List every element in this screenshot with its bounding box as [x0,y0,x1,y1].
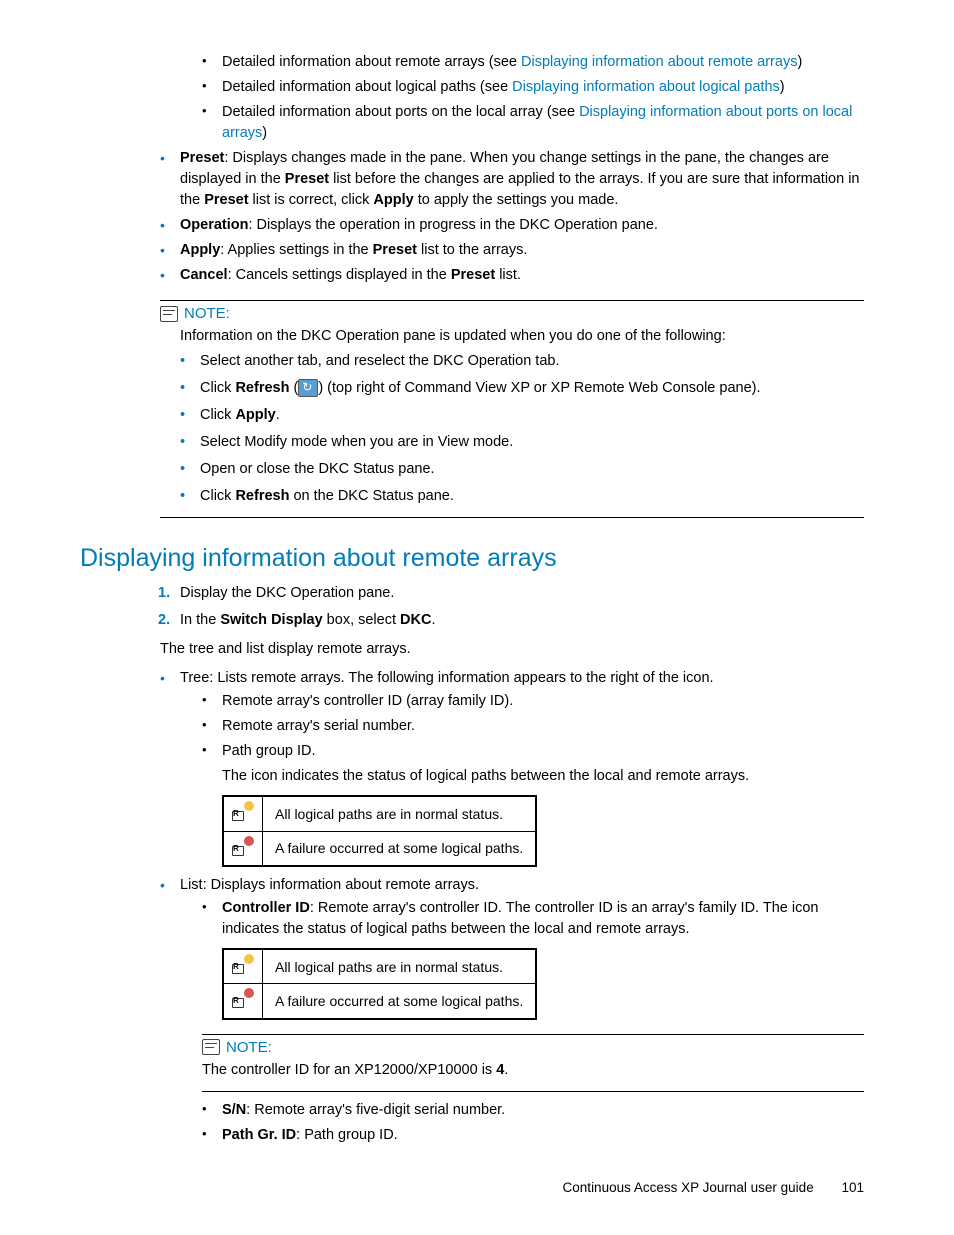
refresh-icon [298,379,318,397]
list-sublist: Controller ID: Remote array's controller… [180,898,864,940]
top-list: Preset: Displays changes made in the pan… [80,148,864,286]
note-label: NOTE: [226,1039,272,1056]
section-list: Tree: Lists remote arrays. The following… [80,668,864,1019]
icon-cell: R [223,984,263,1019]
status-table-1: R All logical paths are in normal status… [222,795,537,867]
note2-heading: NOTE: [202,1039,864,1056]
note-heading: NOTE: [160,305,864,322]
list-sub-cid: Controller ID: Remote array's controller… [202,898,864,940]
page: Detailed information about remote arrays… [0,0,954,1235]
note-item: Click Refresh on the DKC Status pane. [180,486,864,507]
link-logical-paths[interactable]: Displaying information about logical pat… [512,79,780,95]
icon-cell: R [223,796,263,831]
top-sublist: Detailed information about remote arrays… [80,52,864,144]
status-text: A failure occurred at some logical paths… [263,984,537,1019]
status-text: A failure occurred at some logical paths… [263,831,537,866]
note-icon [202,1039,220,1055]
item-preset: Preset: Displays changes made in the pan… [160,148,864,211]
sub-item: Detailed information about ports on the … [202,102,864,144]
status-text: All logical paths are in normal status. [263,949,537,984]
icon-cell: R [223,949,263,984]
icon-cell: R [223,831,263,866]
step: In the Switch Display box, select DKC. [180,610,864,631]
status-table-2: R All logical paths are in normal status… [222,948,537,1020]
note-item: Click Apply. [180,405,864,426]
tree-sublist: Remote array's controller ID (array fami… [180,691,864,762]
tail-list: S/N: Remote array's five-digit serial nu… [80,1100,864,1146]
note-icon [160,306,178,322]
tree-sub: Path group ID. [202,741,864,762]
note-label: NOTE: [184,305,230,322]
link-remote-arrays[interactable]: Displaying information about remote arra… [521,54,797,70]
note-intro: Information on the DKC Operation pane is… [180,326,864,347]
note2-body: The controller ID for an XP12000/XP10000… [202,1060,864,1081]
status-text: All logical paths are in normal status. [263,796,537,831]
item-list: List: Displays information about remote … [160,875,864,1020]
steps: Display the DKC Operation pane. In the S… [80,583,864,631]
tree-sub: Remote array's controller ID (array fami… [202,691,864,712]
status-normal-icon: R [232,801,254,821]
note-body: Information on the DKC Operation pane is… [180,326,864,507]
table-row: R A failure occurred at some logical pat… [223,984,536,1019]
note-item: Select another tab, and reselect the DKC… [180,351,864,372]
item-operation: Operation: Displays the operation in pro… [160,215,864,236]
note-item: Click Refresh () (top right of Command V… [180,378,864,399]
note-item: Select Modify mode when you are in View … [180,432,864,453]
section-title: Displaying information about remote arra… [80,544,864,573]
tail-sn: S/N: Remote array's five-digit serial nu… [202,1100,864,1121]
step: Display the DKC Operation pane. [180,583,864,604]
page-number: 101 [841,1180,864,1195]
tree-sub: Remote array's serial number. [202,716,864,737]
note2-rule-bottom [202,1091,864,1092]
item-tree: Tree: Lists remote arrays. The following… [160,668,864,867]
status-normal-icon: R [232,954,254,974]
status-fail-icon: R [232,836,254,856]
item-cancel: Cancel: Cancels settings displayed in th… [160,265,864,286]
table-row: R All logical paths are in normal status… [223,949,536,984]
note-item: Open or close the DKC Status pane. [180,459,864,480]
note2-rule-top [202,1034,864,1035]
table-row: R A failure occurred at some logical pat… [223,831,536,866]
footer: Continuous Access XP Journal user guide … [563,1180,864,1195]
note-rule-top [160,300,864,301]
note-rule-bottom [160,517,864,518]
tree-after: The icon indicates the status of logical… [222,766,864,787]
para: The tree and list display remote arrays. [160,639,864,660]
item-apply: Apply: Applies settings in the Preset li… [160,240,864,261]
footer-text: Continuous Access XP Journal user guide [563,1180,814,1195]
status-fail-icon: R [232,988,254,1008]
table-row: R All logical paths are in normal status… [223,796,536,831]
note-list: Select another tab, and reselect the DKC… [180,351,864,507]
sub-item: Detailed information about logical paths… [202,77,864,98]
tail-pg: Path Gr. ID: Path group ID. [202,1125,864,1146]
sub-item: Detailed information about remote arrays… [202,52,864,73]
